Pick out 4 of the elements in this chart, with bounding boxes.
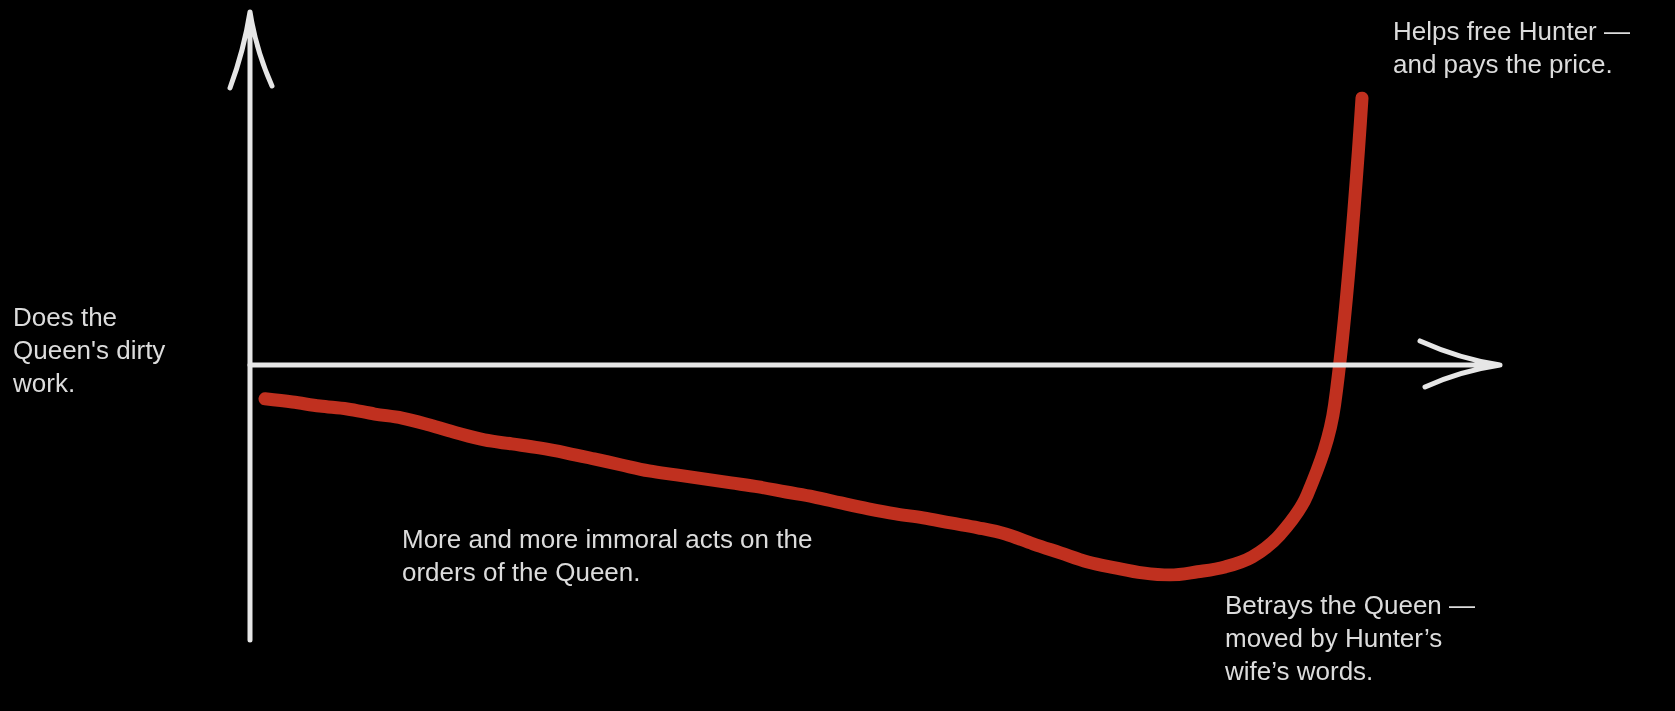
text: Helps free Hunter — and pays the price. — [1393, 15, 1638, 79]
text: Betrays the Queen — moved by Hunter’s wife’s words. — [1224, 589, 1483, 686]
annotation: More and more immoral acts on the orders of the Queen. — [402, 523, 820, 587]
text: Does the Queen's dirty work. — [12, 301, 173, 398]
